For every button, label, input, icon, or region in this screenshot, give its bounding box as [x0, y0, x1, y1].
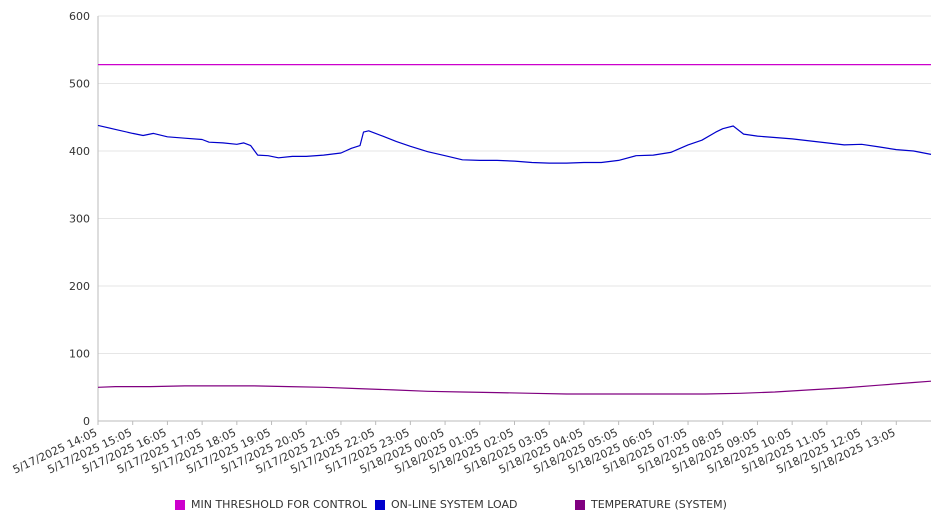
gridlines: [98, 15, 931, 354]
series-lines: [97, 63, 932, 395]
y-tick-label-400: 400: [69, 145, 90, 158]
legend-label-online-system-load: ON-LINE SYSTEM LOAD: [391, 498, 518, 511]
x-axis-tick-labels: 5/17/2025 14:055/17/2025 15:055/17/2025 …: [11, 426, 898, 476]
y-tick-label-100: 100: [69, 348, 90, 361]
y-tick-label-500: 500: [69, 78, 90, 91]
y-tick-label-300: 300: [69, 213, 90, 226]
series-line-temperature-system: [97, 380, 932, 395]
legend-item-temperature-system[interactable]: TEMPERATURE (SYSTEM): [575, 498, 727, 511]
legend-swatch-temperature-system: [575, 499, 585, 510]
y-tick-label-200: 200: [69, 280, 90, 293]
series-line-online-system-load: [97, 124, 932, 164]
legend-label-temperature-system: TEMPERATURE (SYSTEM): [591, 498, 727, 511]
legend-item-online-system-load[interactable]: ON-LINE SYSTEM LOAD: [375, 498, 517, 511]
legend-label-min-threshold: MIN THRESHOLD FOR CONTROL: [191, 498, 367, 511]
y-axis-tick-labels: 0 100 200 300 400 500 600: [69, 10, 90, 428]
axes: [97, 16, 931, 425]
legend-item-min-threshold[interactable]: MIN THRESHOLD FOR CONTROL: [175, 498, 367, 511]
legend-swatch-min-threshold: [175, 499, 185, 510]
legend-swatch-online-system-load: [375, 499, 385, 510]
y-tick-label-600: 600: [69, 10, 90, 23]
legend: MIN THRESHOLD FOR CONTROL ON-LINE SYSTEM…: [0, 498, 946, 514]
y-tick-label-0: 0: [83, 415, 90, 428]
